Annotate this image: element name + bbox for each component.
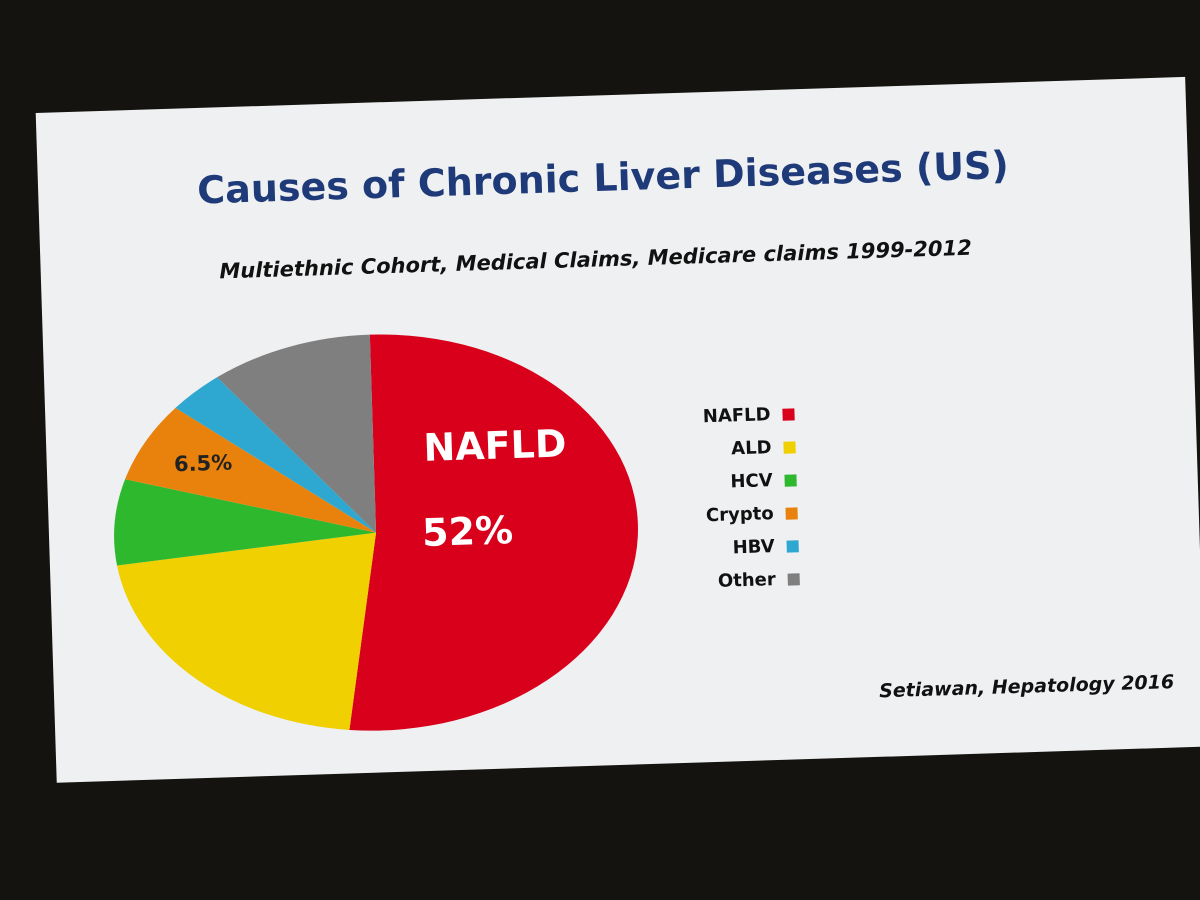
legend-label: Crypto <box>706 503 774 526</box>
pie-slice <box>125 407 377 533</box>
slice-name: NAFLD <box>423 421 567 469</box>
pie-slice <box>114 479 377 566</box>
pie: 52% NAFLD 6.5% <box>114 334 638 731</box>
legend-label: Other <box>718 569 777 592</box>
legend-swatch <box>782 408 795 421</box>
pie-slice <box>175 377 377 533</box>
legend-swatch <box>787 573 800 586</box>
legend-label: HCV <box>730 470 773 492</box>
pie-slice <box>117 532 377 730</box>
legend-swatch <box>786 540 799 553</box>
legend-swatch <box>784 474 797 487</box>
legend-swatch <box>785 507 798 520</box>
pie-slice <box>217 334 377 533</box>
legend-label: HBV <box>732 536 775 558</box>
legend-swatch <box>783 441 796 454</box>
legend: NAFLD ALD HCV Crypto HBV Other <box>703 404 800 592</box>
pie-slice <box>349 334 638 731</box>
data-label: 52% <box>421 508 513 555</box>
legend-label: NAFLD <box>703 404 771 427</box>
data-label: 6.5% <box>174 450 233 476</box>
legend-label: ALD <box>731 437 772 459</box>
slide: Causes of Chronic Liver Diseases (US) Mu… <box>35 76 1200 783</box>
